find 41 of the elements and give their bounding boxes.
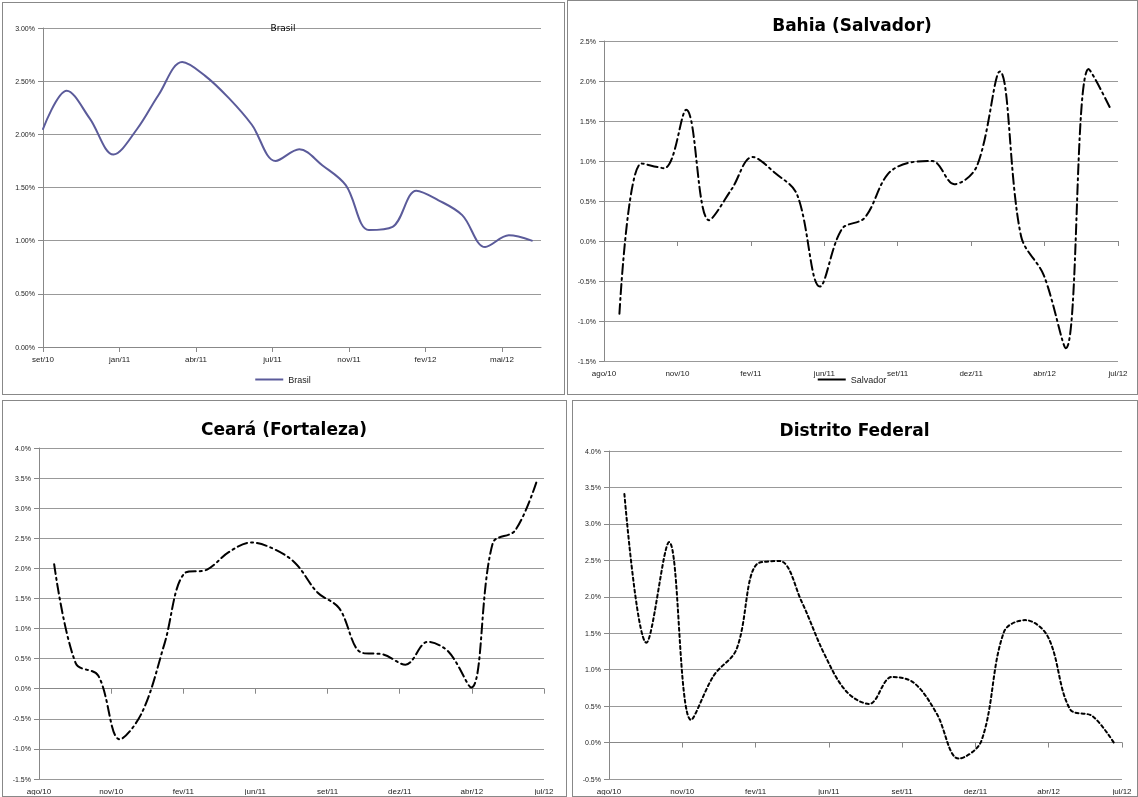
x-tick-label: jun/11 [812,368,836,378]
chart-title: Bahia (Salvador) [772,14,932,35]
line-series [42,61,533,249]
x-tick-label: dez/11 [388,786,412,796]
x-tick-label: set/11 [887,368,909,378]
x-tick-label: set/11 [891,786,914,796]
x-tick-label: nov/11 [337,354,362,364]
x-tick-label: nov/10 [670,786,695,796]
x-tick-label: abr/12 [1037,786,1061,796]
x-tick-label: abr/12 [460,786,484,796]
x-tick-label: abr/12 [1033,368,1057,378]
x-tick-label: mai/12 [489,354,515,364]
x-tick-label: abr/11 [184,354,208,364]
x-tick-label: nov/10 [665,368,690,378]
x-tick-label: nov/10 [99,786,124,796]
x-tick-label: fev/11 [740,368,763,378]
chart-title: Brasil [270,22,296,33]
line-series [53,480,538,741]
x-tick-label: jul/12 [1111,786,1133,796]
x-tick-label: fev/11 [744,786,767,796]
x-tick-label: ago/10 [26,786,52,796]
x-tick-label: jun/11 [817,786,841,796]
x-tick-label: ago/10 [591,368,617,378]
x-tick-label: fev/12 [414,354,437,364]
x-tick-label: jan/11 [107,354,131,364]
x-tick-label: jun/11 [243,786,267,796]
line-series [623,493,1116,760]
chart-title: Ceará (Fortaleza) [200,418,368,439]
x-tick-label: jul/11 [262,354,283,364]
legend-label: Brasil [288,374,311,385]
x-tick-label: jul/12 [533,786,555,796]
x-tick-label: dez/11 [963,786,988,796]
line-series [618,68,1112,350]
x-tick-label: ago/10 [596,786,622,796]
x-tick-label: set/10 [32,354,55,364]
x-tick-label: fev/11 [172,786,195,796]
chart-title: Distrito Federal [779,419,930,440]
x-tick-label: jul/12 [1107,368,1129,378]
legend-label: Salvador [850,374,887,385]
x-tick-label: set/11 [316,786,339,796]
x-tick-label: dez/11 [959,368,984,378]
